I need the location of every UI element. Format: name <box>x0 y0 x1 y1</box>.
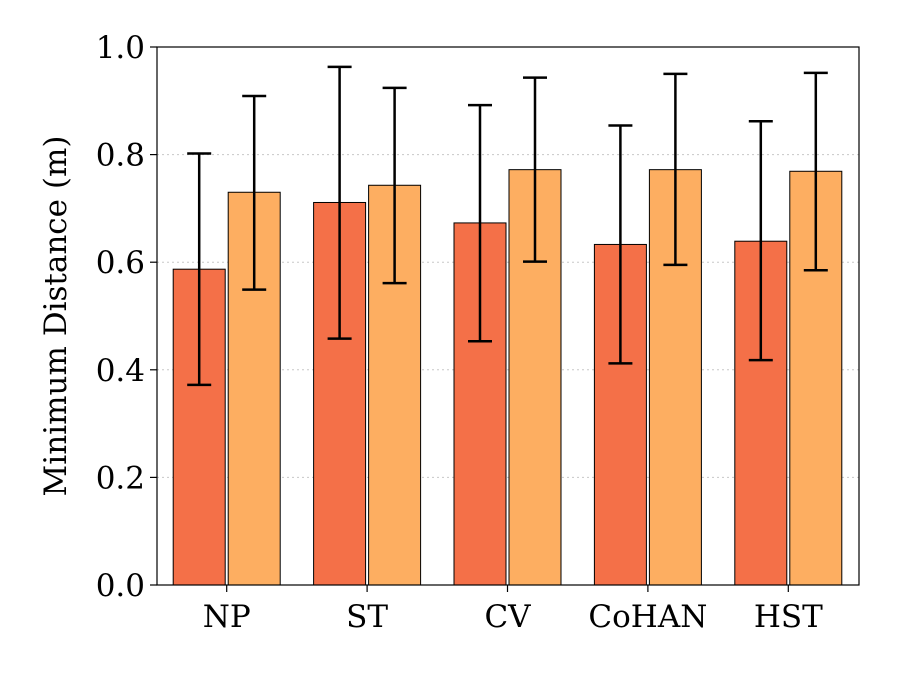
x-tick-label: CV <box>484 599 531 635</box>
y-axis: 0.0 0.2 0.4 0.6 0.8 1.0 <box>96 30 157 604</box>
error-bars <box>187 65 828 387</box>
x-tick-label: NP <box>203 599 251 635</box>
x-tick-label: HST <box>754 599 823 635</box>
y-tick-label: 0.8 <box>96 138 145 174</box>
x-tick-label: ST <box>346 599 388 635</box>
y-tick-label: 1.0 <box>96 30 145 66</box>
x-axis: NP ST CV CoHAN HST <box>203 585 823 635</box>
y-tick-label: 0.4 <box>96 353 145 389</box>
y-tick-label: 0.0 <box>96 568 145 604</box>
y-tick-label: 0.6 <box>96 245 145 281</box>
y-tick-label: 0.2 <box>96 460 145 496</box>
bars <box>172 169 843 586</box>
y-axis-title: Minimum Distance (m) <box>38 136 74 497</box>
x-tick-label: CoHAN <box>588 599 707 635</box>
